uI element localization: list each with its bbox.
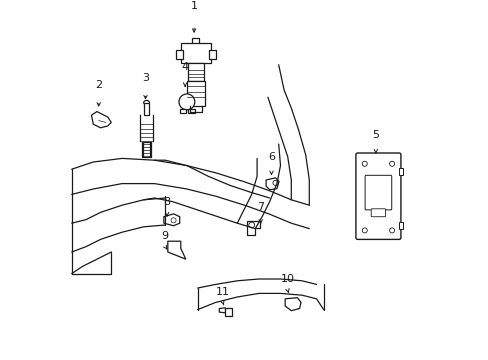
FancyBboxPatch shape [370, 209, 385, 217]
FancyBboxPatch shape [188, 109, 194, 113]
FancyBboxPatch shape [142, 142, 150, 157]
Circle shape [248, 222, 254, 228]
Ellipse shape [143, 100, 149, 105]
FancyBboxPatch shape [143, 103, 149, 115]
FancyBboxPatch shape [179, 109, 186, 113]
FancyBboxPatch shape [355, 153, 400, 239]
FancyBboxPatch shape [365, 175, 391, 210]
Text: 1: 1 [190, 1, 197, 11]
FancyBboxPatch shape [176, 50, 182, 59]
Circle shape [171, 218, 176, 223]
Polygon shape [246, 221, 260, 235]
Circle shape [389, 161, 394, 166]
FancyBboxPatch shape [398, 168, 403, 175]
Polygon shape [285, 298, 301, 311]
Text: 5: 5 [372, 130, 379, 140]
Text: 4: 4 [181, 62, 188, 72]
Text: 7: 7 [257, 202, 264, 212]
FancyBboxPatch shape [225, 308, 231, 316]
FancyBboxPatch shape [181, 43, 211, 63]
Polygon shape [91, 112, 111, 128]
FancyBboxPatch shape [209, 50, 215, 59]
FancyBboxPatch shape [186, 81, 205, 106]
FancyBboxPatch shape [187, 63, 203, 81]
Circle shape [362, 161, 366, 166]
FancyBboxPatch shape [398, 222, 403, 229]
Polygon shape [163, 214, 179, 226]
Polygon shape [219, 308, 225, 313]
Polygon shape [265, 178, 279, 190]
Text: 8: 8 [163, 197, 170, 207]
Text: 10: 10 [280, 274, 294, 284]
Circle shape [179, 94, 194, 110]
Text: 3: 3 [142, 73, 149, 83]
Text: 9: 9 [162, 231, 168, 241]
Text: 11: 11 [216, 287, 229, 297]
Text: 6: 6 [267, 152, 274, 162]
Circle shape [272, 180, 277, 185]
Polygon shape [167, 241, 185, 259]
Text: 2: 2 [95, 80, 102, 90]
Circle shape [362, 228, 366, 233]
Circle shape [389, 228, 394, 233]
